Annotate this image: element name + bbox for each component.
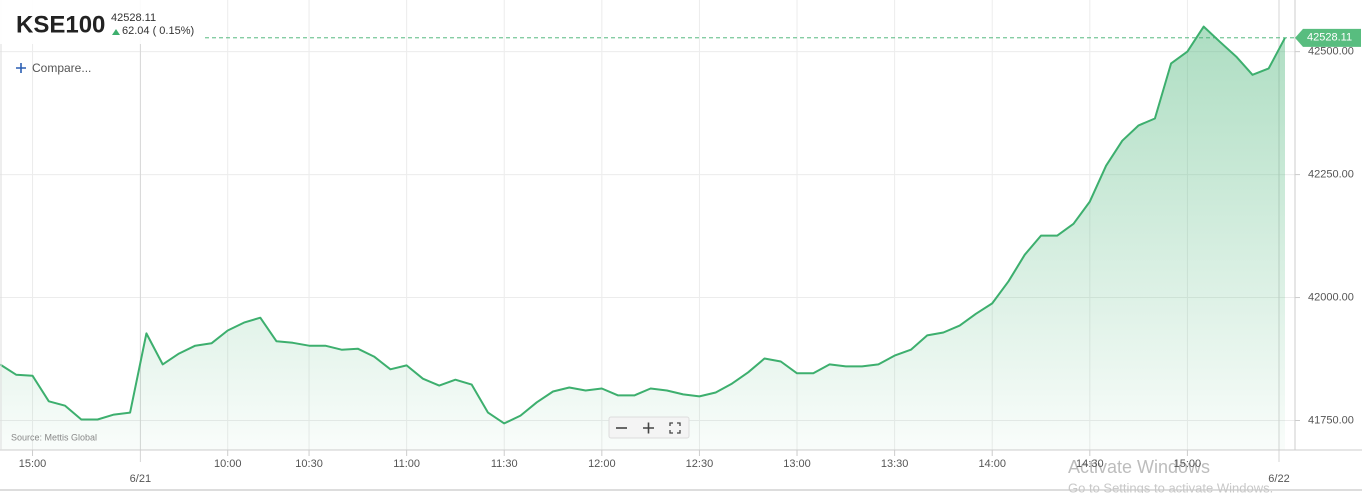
y-tick-label: 41750.00	[1308, 414, 1354, 426]
marks	[0, 25, 1295, 450]
title: KSE100	[16, 11, 105, 38]
line	[0, 25, 1286, 425]
last-value-tag	[1295, 28, 1361, 47]
change: 62.04 ( 0.15%)	[122, 25, 194, 37]
x-tick-label: 13:30	[881, 458, 909, 470]
x-tick-label: 14:00	[978, 458, 1006, 470]
area	[0, 26, 1285, 450]
x-tick-label: 11:30	[491, 458, 518, 470]
x-tick-label: 11:00	[393, 458, 420, 470]
fullscreen-icon[interactable]	[669, 422, 681, 434]
x-tick-label: 12:00	[588, 458, 616, 470]
header-backdrop	[0, 0, 200, 44]
compare-icon	[16, 63, 26, 73]
up-arrow	[112, 29, 120, 35]
compare-button[interactable]: Compare...	[16, 61, 91, 75]
x-tick-label: 14:30	[1076, 458, 1104, 470]
fullscreen[interactable]	[669, 422, 681, 434]
compare-label[interactable]: Compare...	[32, 61, 91, 75]
os-watermark: Activate Windows	[1068, 457, 1210, 477]
y-tick-label: 42250.00	[1308, 168, 1354, 180]
zoom-in-icon[interactable]	[643, 422, 654, 434]
zoom-in[interactable]	[643, 422, 654, 434]
x-tick-label: 15:00	[1174, 458, 1202, 470]
x-tick-label: 10:30	[295, 458, 323, 470]
date-label: 6/21	[130, 473, 151, 485]
source: Source: Mettis Global	[11, 432, 97, 442]
y-tick-label: 42000.00	[1308, 291, 1354, 303]
last-value-label: 42528.11	[1307, 32, 1352, 44]
x-tick-label: 12:30	[686, 458, 714, 470]
date-label: 6/22	[1268, 473, 1289, 485]
x-tick-label: 10:00	[214, 458, 242, 470]
zoom-controls	[608, 416, 690, 439]
x-tick-label: 13:00	[783, 458, 811, 470]
y-tick-label: 42500.00	[1308, 46, 1354, 58]
last-price: 42528.11	[111, 12, 156, 24]
os-watermark-sub: Go to Settings to activate Windows.	[1068, 480, 1273, 493]
grid	[0, 0, 1295, 462]
x-tick-label: 15:00	[19, 458, 47, 470]
